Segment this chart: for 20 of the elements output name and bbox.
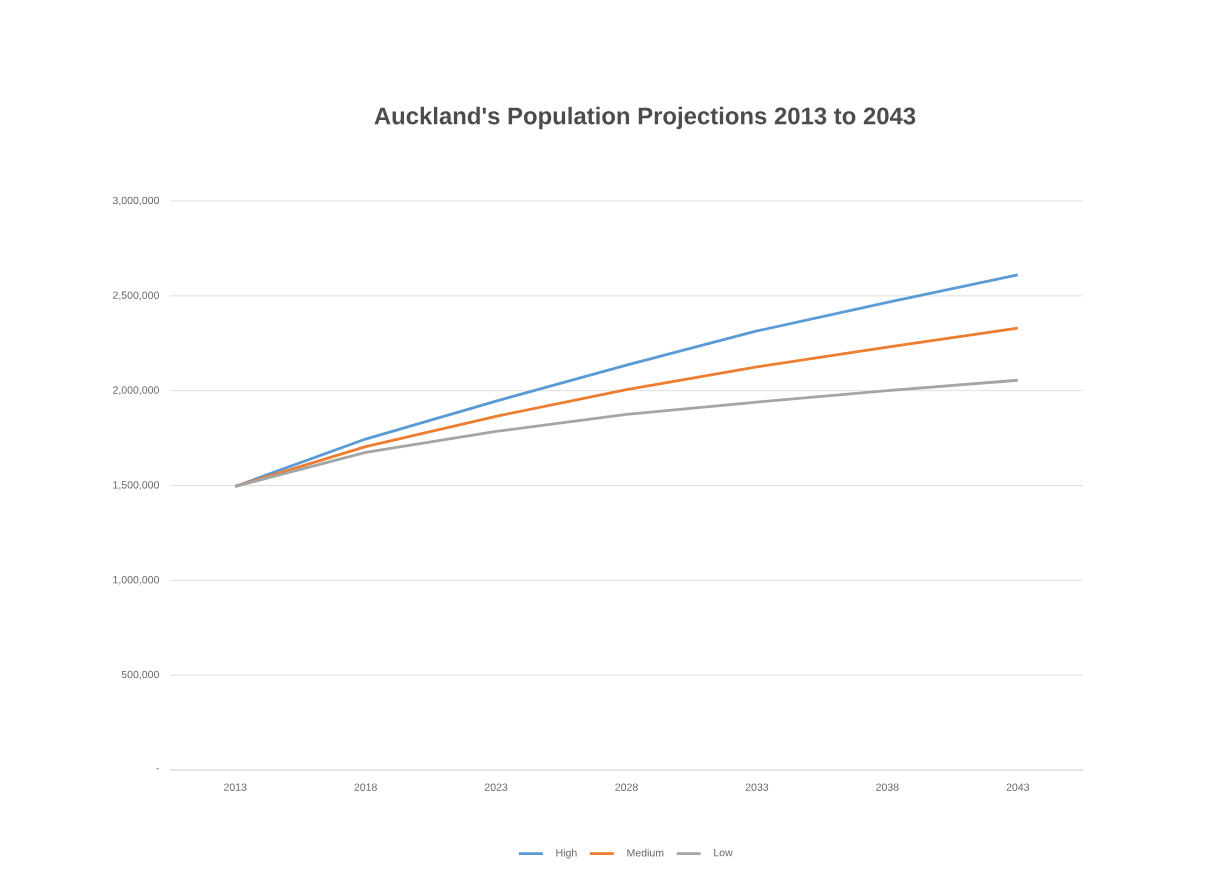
chart-title: Auckland's Population Projections 2013 to 2043 [374,106,916,130]
y-tick-label: 3,000,000 [112,196,159,206]
legend-label: High [556,848,577,859]
y-tick-label: 1,000,000 [113,575,159,585]
legend-label: Low [714,848,733,857]
x-tick-label: 2013 [224,783,247,791]
line-series [233,273,1020,488]
y-tick-label: 500,000 [121,670,159,680]
x-tick-label: 2018 [354,783,377,791]
y-tick-label: 1,500,000 [113,481,159,490]
line-series [233,378,1020,488]
x-tick-label: 2038 [876,783,899,791]
legend-label: Medium [627,848,664,857]
x-tick-label: 2043 [1006,783,1030,791]
y-tick-label: - [156,768,159,770]
x-tick-label: 2033 [745,783,769,791]
x-tick-label: 2023 [484,783,508,791]
x-tick-label: 2028 [615,783,638,791]
y-tick-label: 2,000,000 [113,386,159,396]
y-tick-label: 2,500,000 [113,291,159,301]
